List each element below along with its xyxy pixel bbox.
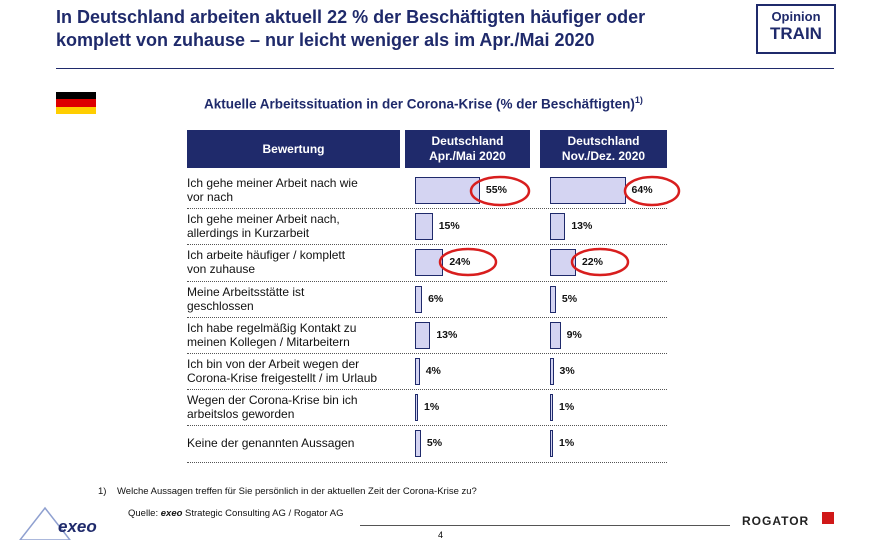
value-label: 13% <box>571 220 593 233</box>
source: Quelle: exeo Strategic Consulting AG / R… <box>128 508 343 519</box>
title-note: 1) <box>634 95 643 105</box>
value-label: 3% <box>559 365 575 377</box>
logo-right: ROGATOR <box>742 514 810 528</box>
row-separator <box>187 208 667 210</box>
row-separator <box>187 316 667 318</box>
note-text: Welche Aussagen treffen für Sie persönli… <box>117 486 477 497</box>
value-label: 9% <box>566 328 582 341</box>
value-label: 13% <box>436 328 458 341</box>
bar <box>550 285 556 313</box>
bar <box>550 321 561 349</box>
row-separator <box>187 461 667 463</box>
value-label: 64% <box>631 184 653 196</box>
bar <box>415 358 420 385</box>
bar <box>415 321 431 349</box>
bar <box>415 213 433 241</box>
chart-title-text: Aktuelle Arbeitssituation in der Corona-… <box>204 96 635 112</box>
value-label: 1% <box>559 437 575 450</box>
value-label: 1% <box>424 401 440 414</box>
bar <box>550 249 576 277</box>
category-label: Ich habe regelmäßig Kontakt zu meinen Ko… <box>187 320 357 349</box>
category-label: Wegen der Corona-Krise bin ich arbeitslo… <box>187 393 358 422</box>
value-label: 1% <box>559 401 575 414</box>
value-label: 15% <box>438 220 460 233</box>
footer-rule <box>360 525 730 526</box>
category-label: Ich gehe meiner Arbeit nach wie vor nach <box>187 176 358 205</box>
logo-triangle <box>19 506 71 540</box>
brand-line: Opinion <box>771 9 821 24</box>
bar <box>415 249 444 277</box>
bar <box>550 358 554 385</box>
logo-text: exeo <box>58 517 97 536</box>
category-label: Ich bin von der Arbeit wegen der Corona-… <box>187 357 378 386</box>
series-header: Deutschland Apr./Mai 2020 <box>405 130 530 168</box>
logo-left: exeo <box>19 506 97 540</box>
bar <box>415 394 418 422</box>
value-label: 6% <box>428 292 444 305</box>
category-label: Meine Arbeitsstätte ist geschlossen <box>187 284 305 313</box>
flag-stripe <box>56 99 96 107</box>
row-separator <box>187 389 667 391</box>
bar <box>550 430 553 458</box>
category-label: Ich arbeite häufiger / komplett von zuha… <box>187 248 346 277</box>
brand-line: TRAIN <box>770 24 822 43</box>
bar <box>550 213 566 241</box>
category-label: Ich gehe meiner Arbeit nach, allerdings … <box>187 212 340 241</box>
bar <box>415 177 480 204</box>
source-text: Strategic Consulting AG / Rogator AG <box>185 508 344 519</box>
row-separator <box>187 244 667 246</box>
value-label: 55% <box>485 184 507 196</box>
category-header: Bewertung <box>187 130 400 168</box>
footnote: 1) Welche Aussagen treffen für Sie persö… <box>98 486 477 497</box>
value-label: 5% <box>561 292 578 305</box>
source-brand: exeo <box>160 508 183 519</box>
category-label: Keine der genannten Aussagen <box>187 436 355 451</box>
row-separator <box>187 280 667 282</box>
flag-stripe <box>56 106 96 115</box>
brand-box: Opinion TRAIN <box>756 4 836 54</box>
logo-square <box>822 512 834 524</box>
row-separator <box>187 353 667 354</box>
series-header: Deutschland Nov./Dez. 2020 <box>540 130 667 168</box>
value-label: 4% <box>425 365 441 377</box>
bar <box>550 394 553 422</box>
bar <box>415 285 423 313</box>
value-label: 22% <box>581 256 603 269</box>
slide-title: In Deutschland arbeiten aktuell 22 % der… <box>56 7 646 50</box>
chart-title: Aktuelle Arbeitssituation in der Corona-… <box>204 95 643 112</box>
value-label: 5% <box>426 437 443 450</box>
page-number: 4 <box>438 530 444 540</box>
source-prefix: Quelle: <box>128 508 159 519</box>
row-separator <box>187 425 667 427</box>
value-label: 24% <box>449 256 471 269</box>
rule <box>56 68 834 69</box>
note-marker: 1) <box>98 486 107 497</box>
bar <box>550 177 626 204</box>
flag-stripe <box>56 92 96 100</box>
bar <box>415 430 421 458</box>
